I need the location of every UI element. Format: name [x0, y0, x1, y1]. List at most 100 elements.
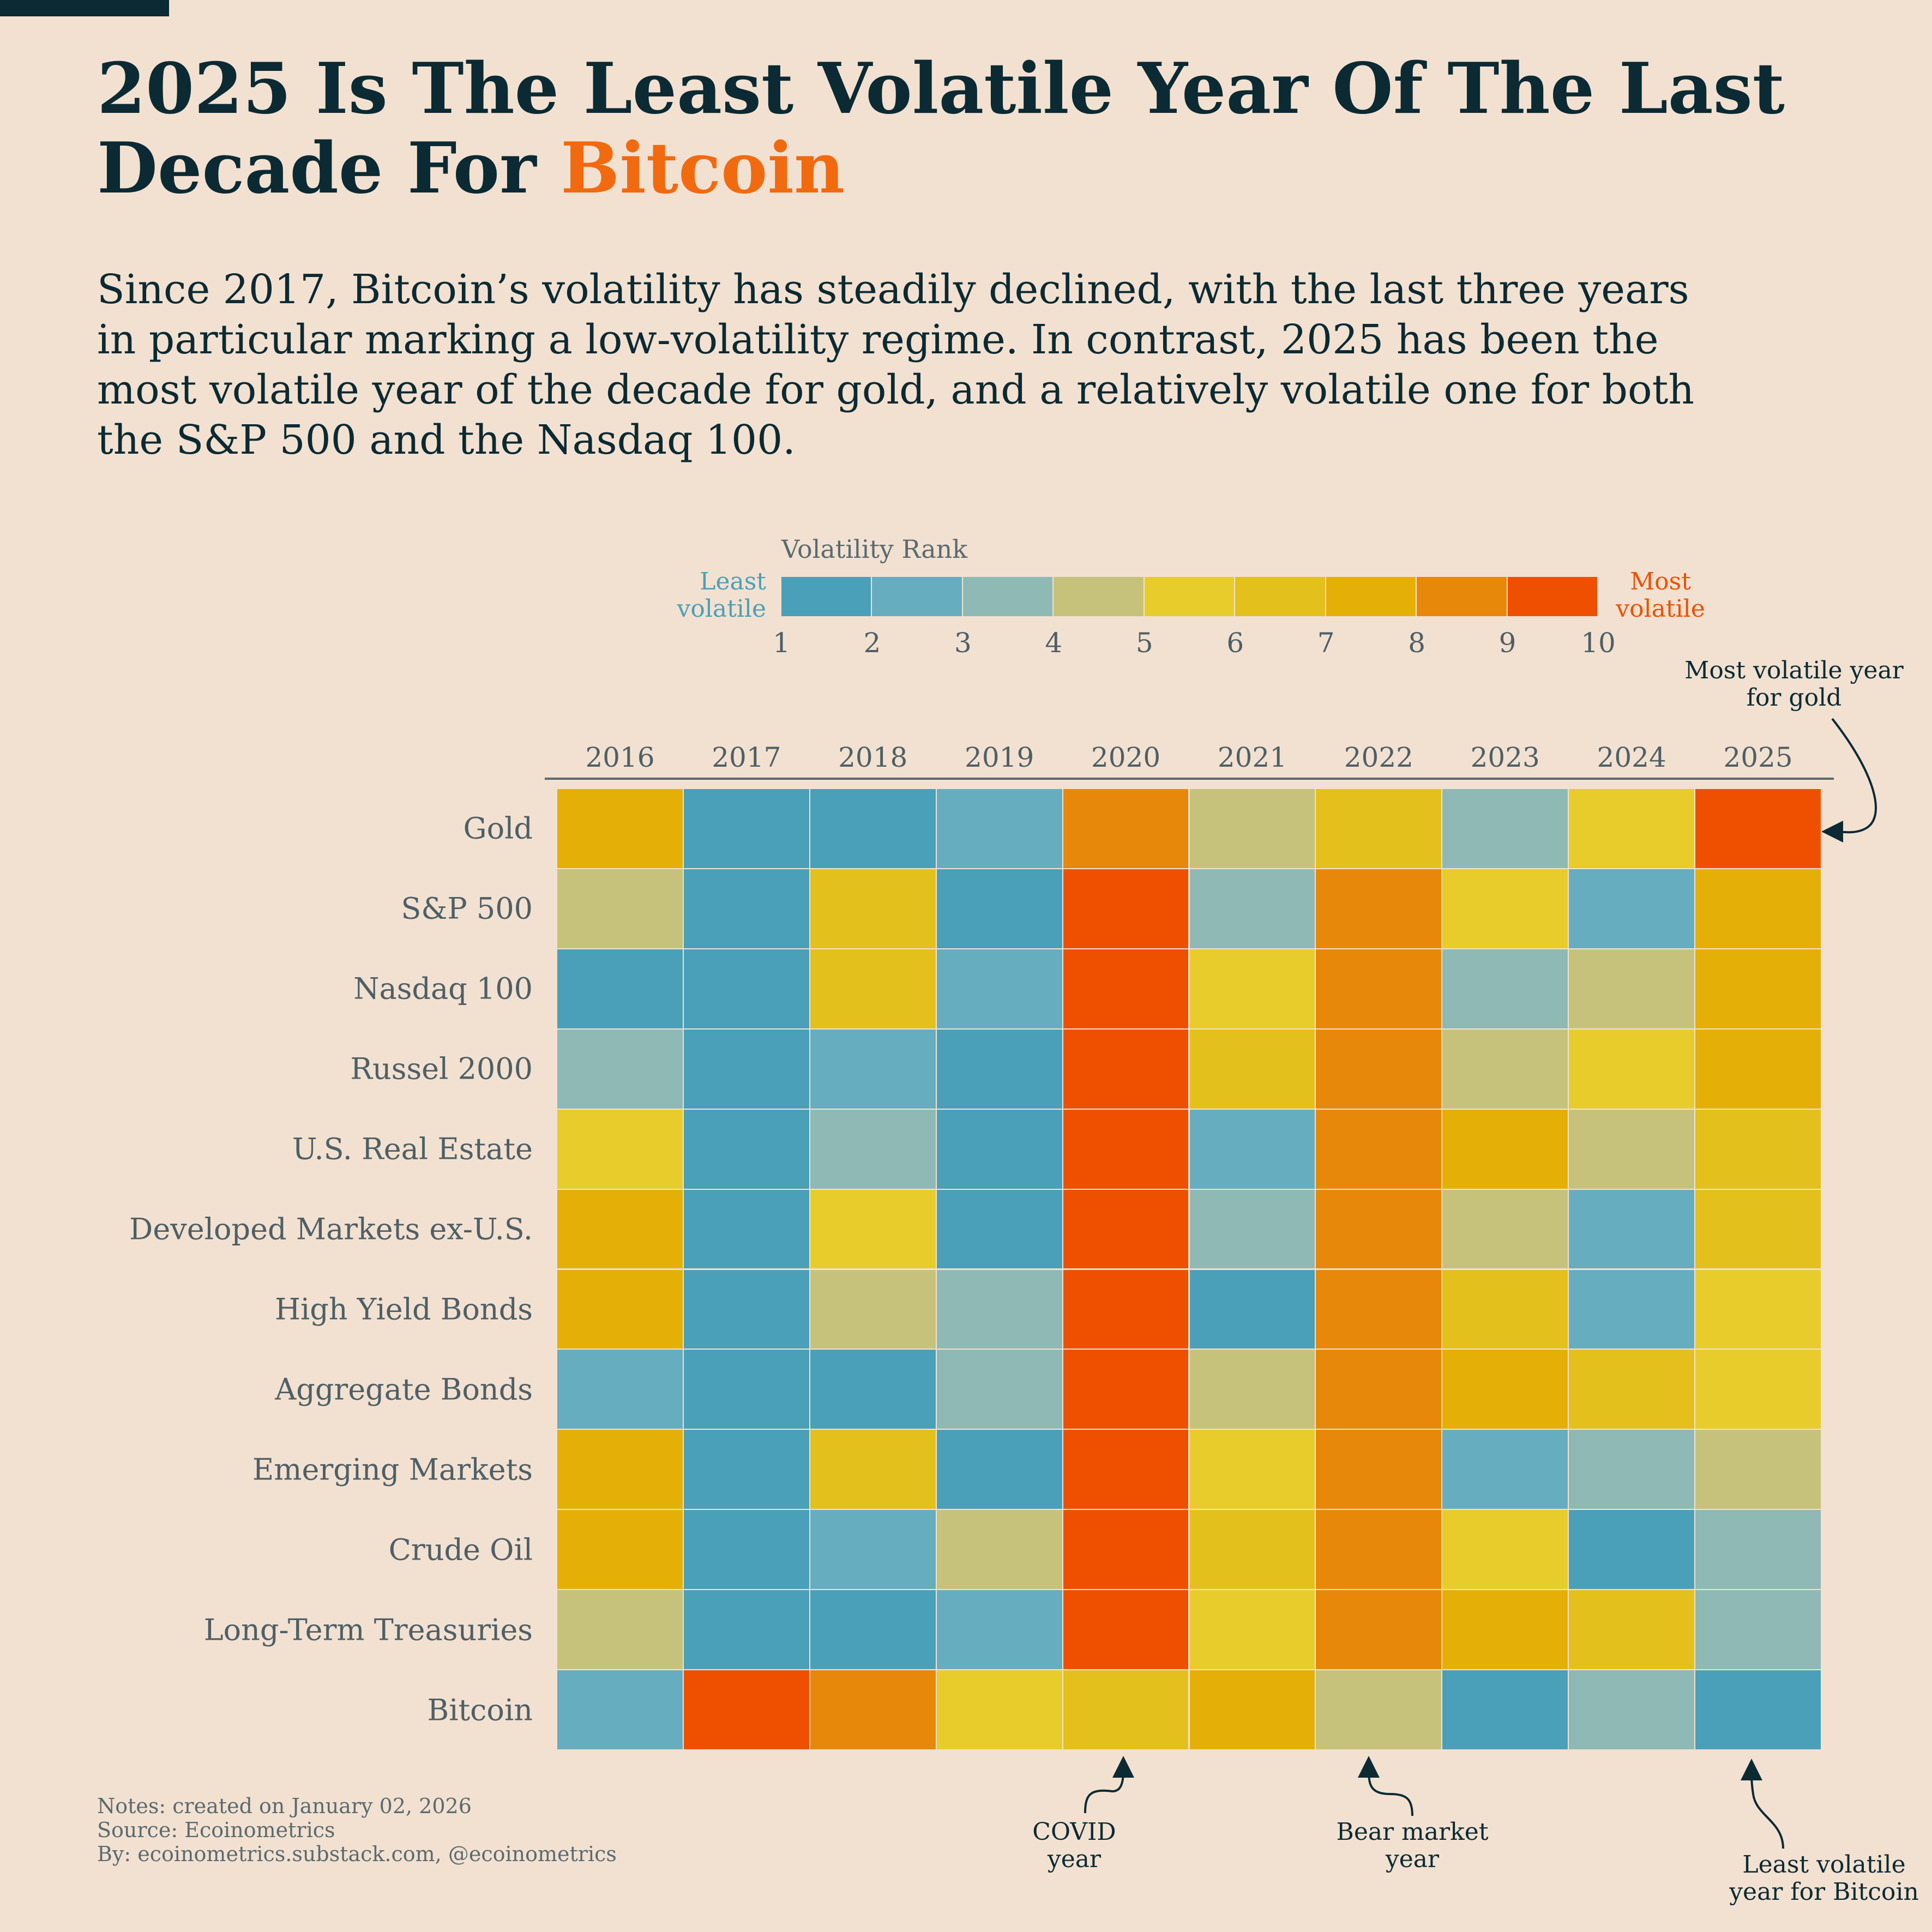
heatmap-cell — [809, 1349, 936, 1430]
heatmap-cell — [1189, 1590, 1316, 1670]
year-label: 2021 — [1217, 742, 1287, 773]
heatmap-cell — [1189, 868, 1316, 949]
heatmap-cell — [936, 1269, 1063, 1350]
heatmap-cell — [936, 1028, 1063, 1109]
heatmap-cell — [1315, 1429, 1442, 1510]
heatmap-cell — [1062, 948, 1189, 1029]
legend-swatch — [1507, 577, 1598, 616]
heatmap-cell — [809, 1509, 936, 1590]
heatmap-cell — [683, 1109, 810, 1189]
heatmap-cell — [1315, 1590, 1442, 1670]
legend-swatch — [1417, 577, 1508, 616]
heatmap-cell — [1695, 1429, 1821, 1510]
heatmap-cell — [1695, 1670, 1821, 1750]
heatmap-cell — [1568, 1429, 1695, 1510]
heatmap-cell — [683, 1670, 810, 1750]
heatmap-cell — [1695, 1349, 1821, 1430]
heatmap-cell — [1315, 868, 1442, 949]
heatmap-cell — [1568, 1109, 1695, 1189]
asset-label: U.S. Real Estate — [292, 1131, 533, 1166]
asset-label: Long-Term Treasuries — [203, 1612, 533, 1647]
chart-subtitle: Since 2017, Bitcoin’s volatility has ste… — [97, 266, 1694, 464]
legend-swatch — [781, 577, 872, 616]
year-label: 2020 — [1091, 742, 1161, 773]
heatmap-cell — [1189, 789, 1316, 869]
heatmap-cell — [1442, 1429, 1569, 1510]
heatmap-cell — [936, 868, 1063, 949]
heatmap-cell — [809, 1028, 936, 1109]
heatmap-cell — [1062, 789, 1189, 869]
heatmap-cell — [936, 1349, 1063, 1430]
heatmap-cell — [809, 1109, 936, 1189]
heatmap-cell — [1189, 948, 1316, 1029]
heatmap-cell — [1695, 1509, 1821, 1590]
heatmap-cell — [1568, 1189, 1695, 1269]
legend-least-label: Least volatile — [677, 568, 766, 623]
heatmap-cell — [1695, 1590, 1821, 1670]
heatmap-cell — [557, 1028, 683, 1109]
heatmap-cell — [1568, 948, 1695, 1029]
heatmap-cell — [1062, 1028, 1189, 1109]
heatmap-cell — [809, 1590, 936, 1670]
heatmap-cell — [683, 1590, 810, 1670]
heatmap-cell — [1695, 948, 1821, 1029]
heatmap-cell — [809, 948, 936, 1029]
heatmap-cell — [557, 1189, 683, 1269]
year-label: 2019 — [965, 742, 1034, 773]
heatmap-cell — [1189, 1429, 1316, 1510]
heatmap-cell — [1189, 1509, 1316, 1590]
heatmap-cell — [1315, 1109, 1442, 1189]
heatmap-cell — [683, 1349, 810, 1430]
heatmap-cell — [1062, 1269, 1189, 1350]
year-label: 2024 — [1597, 742, 1666, 773]
heatmap-cell — [809, 789, 936, 869]
heatmap-cell — [809, 1269, 936, 1350]
heatmap-cell — [1442, 1028, 1569, 1109]
covid-annotation: COVID year — [1032, 1818, 1116, 1873]
heatmap-cell — [936, 1670, 1063, 1750]
bear-annotation: Bear market year — [1336, 1818, 1489, 1873]
asset-label: Nasdaq 100 — [353, 971, 533, 1006]
heatmap-cell — [557, 1590, 683, 1670]
heatmap-cell — [1568, 789, 1695, 869]
heatmap-cell — [683, 948, 810, 1029]
legend-swatch — [872, 577, 963, 616]
heatmap-cell — [557, 1509, 683, 1590]
heatmap-cell — [1315, 1028, 1442, 1109]
asset-label: High Yield Bonds — [274, 1292, 533, 1327]
year-label: 2022 — [1344, 742, 1413, 773]
asset-label: Emerging Markets — [252, 1452, 533, 1487]
heatmap-cell — [683, 868, 810, 949]
heatmap-cell — [936, 789, 1063, 869]
heatmap-cell — [809, 1189, 936, 1269]
year-label: 2017 — [712, 742, 781, 773]
heatmap-cell — [1315, 1670, 1442, 1750]
chart-title: 2025 Is The Least Volatile Year Of The L… — [97, 49, 1842, 208]
heatmap-cell — [1062, 1670, 1189, 1750]
asset-label: Aggregate Bonds — [275, 1372, 533, 1407]
heatmap-cell — [1695, 1109, 1821, 1189]
heatmap-cell — [683, 1028, 810, 1109]
heatmap-cell — [1568, 1590, 1695, 1670]
title-highlight: Bitcoin — [561, 128, 845, 209]
heatmap-cell — [936, 1590, 1063, 1670]
heatmap-cell — [809, 1429, 936, 1510]
legend-title: Volatility Rank — [781, 534, 968, 564]
legend-most-label: Most volatile — [1616, 568, 1705, 623]
heatmap-cell — [1062, 1509, 1189, 1590]
heatmap-cell — [1315, 948, 1442, 1029]
heatmap-cell — [809, 1670, 936, 1750]
heatmap-cell — [1442, 1670, 1569, 1750]
notes-source: Source: Ecoinometrics — [97, 1818, 335, 1842]
heatmap-cell — [557, 1429, 683, 1510]
x-axis-line — [545, 778, 1834, 780]
bear-arrow — [1358, 1756, 1413, 1816]
legend-tick-label: 9 — [1498, 627, 1516, 659]
heatmap-cell — [1695, 1028, 1821, 1109]
heatmap-cell — [1062, 1189, 1189, 1269]
heatmap-cell — [557, 868, 683, 949]
legend-tick-label: 3 — [954, 627, 972, 659]
notes-author: By: ecoinometrics.substack.com, @ecoinom… — [97, 1842, 617, 1866]
legend-tick-label: 6 — [1226, 627, 1244, 659]
